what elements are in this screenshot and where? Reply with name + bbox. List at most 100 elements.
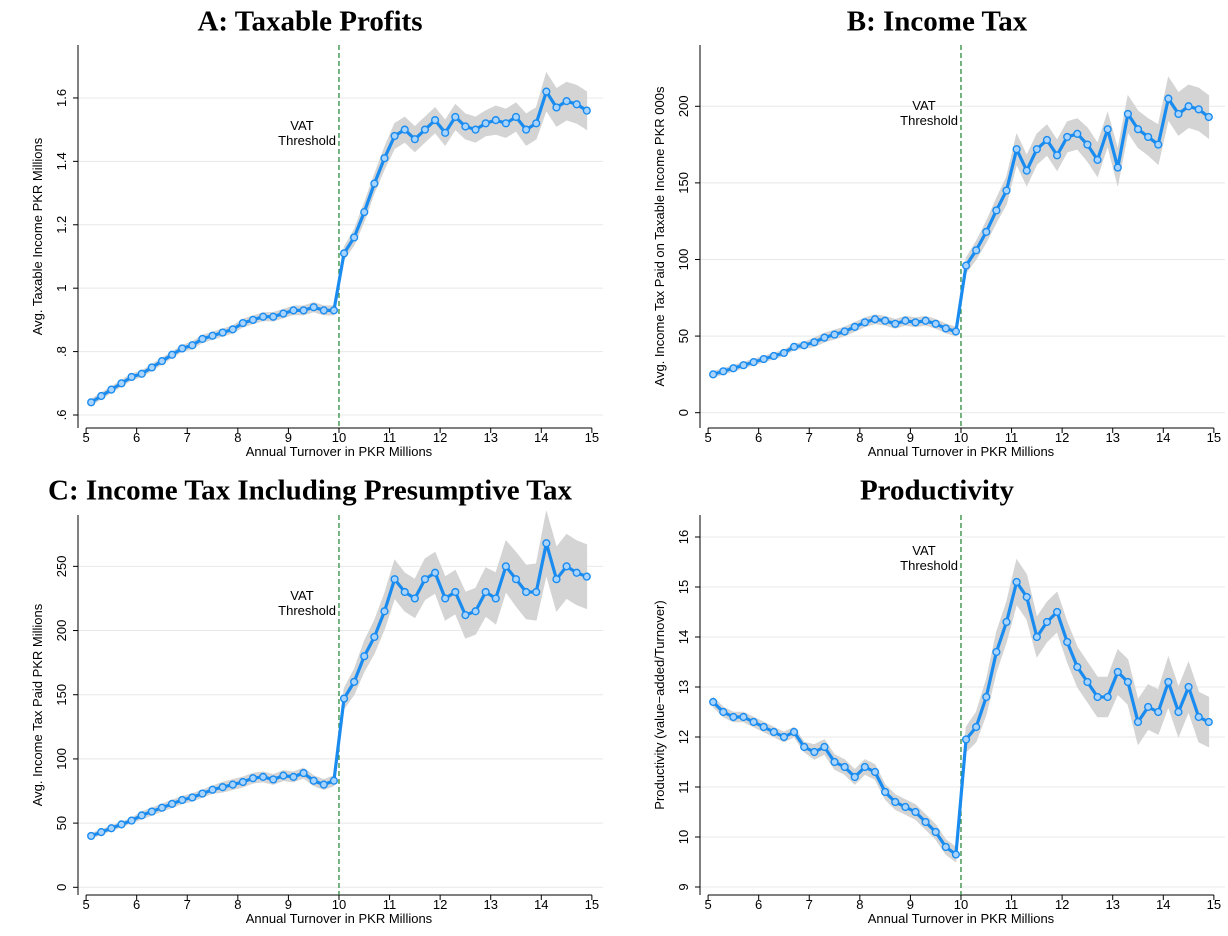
data-point [97, 827, 106, 837]
data-point [501, 119, 510, 128]
data-point [430, 116, 440, 125]
data-point [329, 776, 339, 785]
data-point [1164, 94, 1173, 103]
data-point [269, 312, 278, 321]
x-tick-label: 15 [585, 430, 599, 445]
data-point [992, 206, 1001, 215]
y-tick-label: 100 [54, 748, 69, 770]
y-tick-label: 15 [676, 580, 691, 594]
x-tick-label: 7 [184, 430, 191, 445]
x-tick-label: 13 [483, 897, 497, 912]
data-point [167, 799, 177, 808]
data-point [572, 568, 581, 577]
data-point [471, 607, 480, 616]
data-point [167, 350, 177, 359]
data-point [511, 112, 521, 122]
data-point [1083, 140, 1092, 149]
data-point [238, 318, 247, 328]
x-tick-label: 8 [856, 897, 863, 912]
data-point [941, 324, 950, 333]
data-point [1123, 109, 1132, 119]
data-point [961, 735, 971, 744]
data-point [1194, 105, 1203, 114]
data-point [850, 772, 859, 782]
y-tick-label: 1.6 [54, 89, 69, 107]
data-point [739, 712, 748, 722]
y-tick-label: .6 [54, 410, 69, 421]
threshold-annotation: VAT [290, 118, 313, 133]
x-tick-label: 11 [383, 897, 397, 912]
y-tick-label: 11 [676, 780, 691, 794]
data-point [259, 312, 268, 321]
data-point [759, 354, 768, 364]
data-point [259, 772, 268, 781]
data-point [319, 306, 328, 315]
data-point [572, 100, 581, 109]
data-point [451, 587, 460, 597]
threshold-annotation: VAT [912, 98, 935, 113]
data-point [178, 795, 187, 805]
data-point [1002, 617, 1011, 627]
x-tick-label: 7 [806, 897, 813, 912]
data-point [350, 233, 359, 242]
data-point [870, 767, 880, 777]
data-point [1073, 129, 1082, 138]
x-tick-label: 10 [954, 897, 968, 912]
data-point [769, 351, 778, 361]
data-point [552, 575, 561, 584]
x-tick-label: 10 [332, 897, 346, 912]
data-point [921, 316, 930, 325]
x-tick-label: 15 [1207, 897, 1221, 912]
y-axis-label: Avg. Income Tax Paid PKR Millions [30, 603, 45, 806]
data-point [881, 787, 890, 797]
data-point [1123, 677, 1132, 687]
data-point [1012, 577, 1021, 587]
data-point [289, 772, 298, 781]
data-point [420, 575, 430, 584]
data-point [1022, 166, 1031, 175]
data-point [441, 594, 450, 603]
x-tick-label: 6 [755, 897, 762, 912]
data-point [208, 331, 217, 340]
data-point [769, 727, 778, 737]
data-point [127, 816, 136, 825]
x-tick-label: 5 [82, 897, 89, 912]
data-point [931, 827, 940, 837]
data-point [248, 774, 258, 783]
data-point [117, 820, 126, 829]
x-tick-label: 13 [483, 430, 497, 445]
data-point [1164, 677, 1173, 687]
y-tick-label: 0 [54, 884, 69, 891]
x-tick-label: 12 [1055, 897, 1069, 912]
threshold-annotation: VAT [290, 588, 313, 603]
data-point [481, 587, 490, 597]
data-point [941, 842, 950, 852]
data-point [1093, 155, 1102, 165]
data-point [820, 333, 829, 342]
data-point [400, 125, 409, 134]
data-point [532, 587, 541, 597]
x-tick-label: 15 [1207, 430, 1221, 445]
data-point [1204, 112, 1213, 122]
data-point [218, 328, 227, 337]
data-point [87, 398, 96, 407]
data-point [339, 694, 349, 703]
data-point [147, 363, 156, 372]
data-point [789, 727, 799, 737]
data-point [1022, 592, 1031, 602]
data-point [1184, 102, 1193, 111]
x-tick-label: 14 [1156, 897, 1170, 912]
y-tick-label: 0 [676, 409, 691, 416]
x-tick-label: 12 [1055, 430, 1069, 445]
data-point [511, 575, 521, 584]
data-point [1204, 717, 1213, 727]
data-point [719, 707, 728, 717]
data-point [810, 747, 819, 757]
data-point [309, 303, 318, 312]
panel-title: C: Income Tax Including Presumptive Tax [48, 475, 572, 507]
data-point [97, 391, 106, 401]
data-point [1113, 667, 1122, 677]
y-tick-label: 10 [676, 830, 691, 844]
data-point [729, 364, 738, 373]
data-point [870, 315, 880, 324]
